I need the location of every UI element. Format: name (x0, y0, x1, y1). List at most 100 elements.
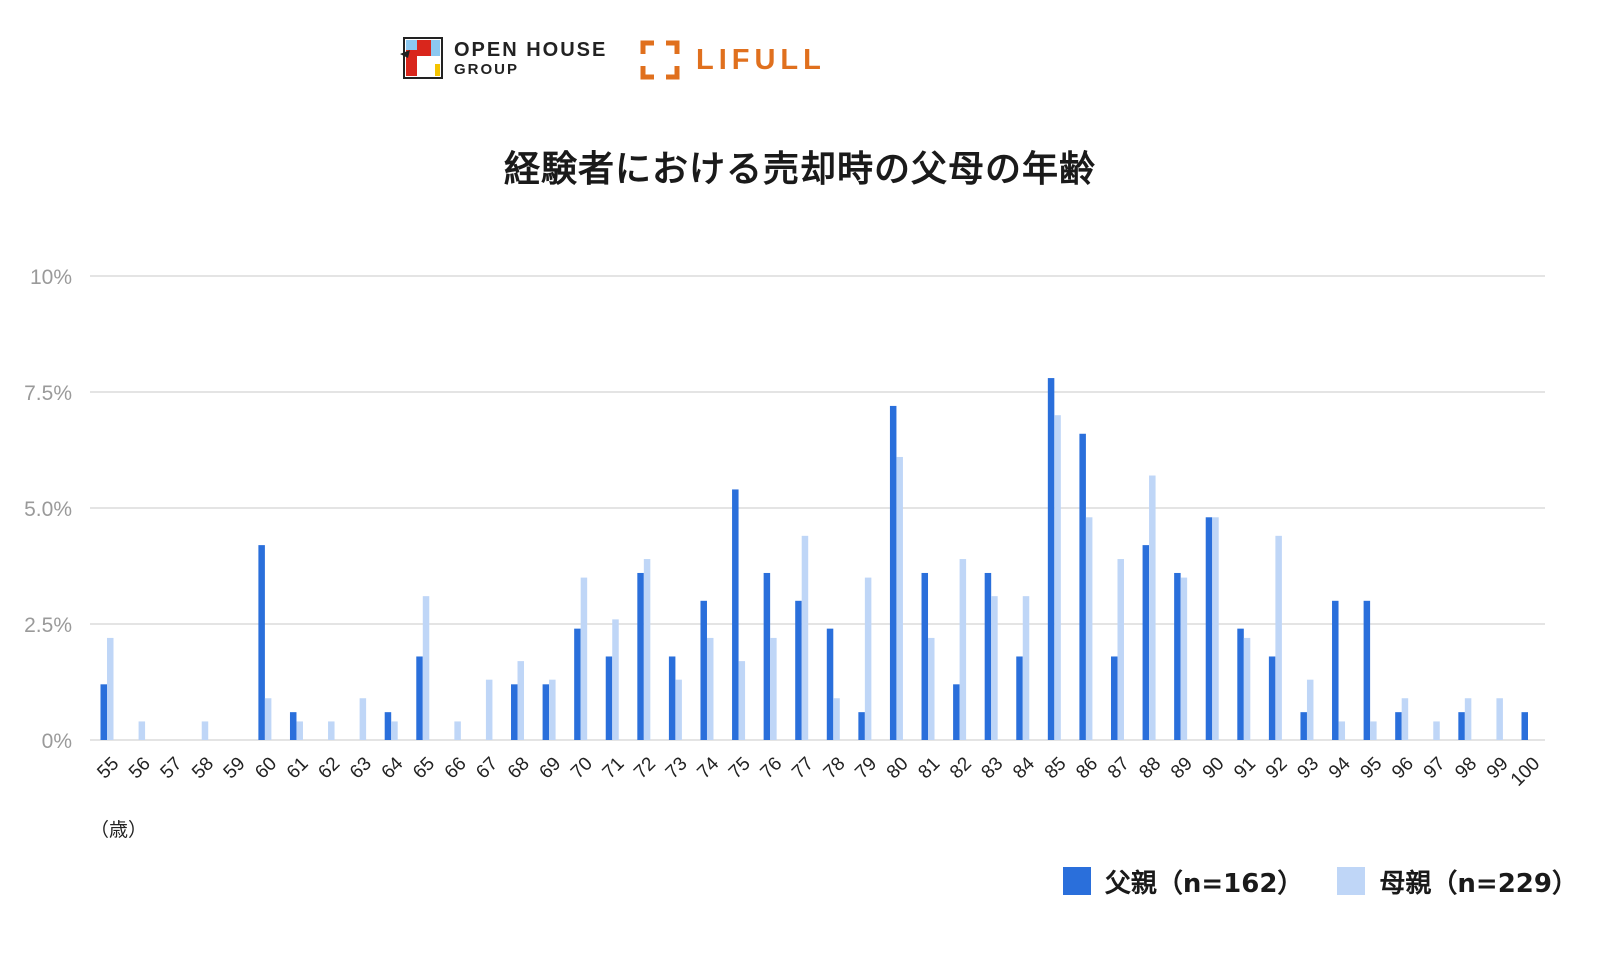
x-tick-label: 62 (314, 753, 344, 783)
bar-mother-89 (1180, 577, 1188, 740)
grid-lines (90, 275, 1545, 741)
bar-mother-69 (549, 679, 556, 740)
bar-mother-94 (1338, 721, 1346, 740)
open-house-logo-icon (400, 37, 443, 79)
bar-father-81 (921, 572, 929, 740)
bar-mother-56 (138, 721, 146, 740)
x-tick-label: 81 (914, 753, 944, 783)
x-tick-label: 90 (1199, 753, 1229, 783)
bar-father-74 (700, 600, 707, 740)
y-tick-label: 7.5% (24, 382, 72, 405)
bar-mother-93 (1306, 679, 1314, 740)
bar-chart: 0% 2.5% 5.0% 7.5% 10% 55 56 57 58 59 60 61 62 63 64 65… (24, 266, 1545, 841)
x-tick-label: 89 (1167, 753, 1197, 783)
x-tick-label: 76 (757, 753, 787, 783)
legend: 父親（n=162） 母親（n=229） (1062, 863, 1578, 900)
x-tick-label: 95 (1357, 753, 1387, 783)
bar-mother-72 (643, 559, 651, 740)
bar-mother-78 (833, 698, 840, 740)
bar-mother-84 (1022, 596, 1030, 740)
y-tick-label: 2.5% (24, 614, 72, 637)
bar-father-91 (1237, 628, 1244, 740)
bar-father-75 (732, 489, 739, 740)
bar-mother-82 (959, 559, 967, 740)
y-tick-label: 5.0% (24, 498, 72, 521)
x-tick-label: 87 (1104, 753, 1134, 783)
bar-mother-73 (675, 679, 682, 740)
x-tick-label: 92 (1262, 753, 1292, 783)
x-tick-label: 91 (1230, 753, 1260, 783)
x-tick-label: 60 (251, 753, 281, 783)
bar-father-72 (637, 572, 644, 740)
x-tick-label: 69 (536, 753, 566, 783)
x-tick-label: 70 (567, 753, 597, 783)
bar-mother-64 (391, 721, 398, 740)
y-tick-label: 10% (30, 266, 72, 289)
x-tick-label: 56 (125, 753, 155, 783)
bar-mother-77 (801, 535, 809, 740)
x-tick-label: 94 (1325, 753, 1355, 783)
y-tick-label: 0% (42, 730, 72, 753)
legend-label-father: 父親（n=162） (1104, 868, 1304, 899)
bar-mother-58 (201, 721, 209, 740)
x-tick-label: 55 (93, 753, 123, 783)
bar-mother-83 (991, 596, 998, 740)
open-house-wordmark: OPEN HOUSE GROUP (454, 40, 607, 80)
bar-father-68 (511, 684, 518, 740)
bar-mother-65 (422, 596, 430, 740)
bar-father-89 (1174, 572, 1181, 740)
x-tick-label: 58 (188, 753, 218, 783)
x-tick-label: 96 (1388, 753, 1418, 783)
x-tick-label: 71 (599, 753, 629, 783)
legend-item-mother: 母親（n=229） (1337, 863, 1578, 900)
legend-swatch-father (1062, 867, 1091, 895)
bar-father-55 (100, 684, 107, 740)
bar-father-64 (384, 712, 392, 740)
x-tick-label: 59 (220, 753, 250, 783)
open-house-line2: GROUP (454, 61, 520, 78)
bar-father-78 (826, 628, 834, 740)
x-tick-label: 85 (1041, 753, 1071, 783)
legend-label-mother: 母親（n=229） (1379, 868, 1578, 899)
x-tick-label: 57 (157, 753, 187, 783)
bar-father-86 (1079, 433, 1086, 740)
bar-mother-66 (454, 721, 461, 740)
bar-father-83 (984, 572, 992, 740)
bar-father-61 (289, 712, 297, 740)
bar-mother-70 (580, 577, 588, 740)
bar-mother-60 (264, 698, 272, 740)
x-tick-label: 73 (662, 753, 692, 783)
bar-mother-87 (1117, 559, 1124, 740)
x-tick-label: 82 (946, 753, 976, 783)
open-house-line1: OPEN HOUSE (454, 39, 608, 61)
bar-father-70 (574, 628, 581, 740)
bar-father-92 (1268, 656, 1276, 740)
x-tick-label: 61 (283, 753, 313, 783)
bar-mother-99 (1496, 698, 1503, 740)
x-tick-label: 63 (346, 753, 376, 783)
bar-mother-98 (1464, 698, 1472, 740)
x-tick-label: 86 (1072, 753, 1102, 783)
bar-mother-75 (738, 661, 746, 740)
bar-mother-90 (1212, 517, 1219, 740)
bar-father-77 (795, 600, 802, 740)
bar-father-98 (1458, 712, 1465, 740)
x-tick-label: 83 (978, 753, 1008, 783)
x-tick-label: 67 (472, 753, 502, 783)
x-tick-label: 88 (1136, 753, 1166, 783)
x-tick-label: 68 (504, 753, 534, 783)
bar-father-69 (542, 684, 550, 740)
x-tick-label: 84 (1009, 753, 1039, 783)
bar-mother-92 (1275, 535, 1282, 740)
bar-mother-86 (1085, 517, 1093, 740)
x-axis-ticks: 55 56 57 58 59 60 61 62 63 64 65 66 67 68 69 70 71 72 73 74… (93, 753, 1544, 791)
bar-mother-81 (928, 637, 935, 740)
bar-mother-79 (864, 577, 872, 740)
x-tick-label: 99 (1483, 753, 1513, 783)
x-tick-label: 100 (1507, 753, 1544, 790)
bar-father-88 (1142, 545, 1150, 740)
bar-father-84 (1016, 656, 1023, 740)
bar-mother-55 (107, 637, 114, 740)
x-tick-label: 77 (788, 753, 818, 783)
bar-father-96 (1395, 712, 1402, 740)
